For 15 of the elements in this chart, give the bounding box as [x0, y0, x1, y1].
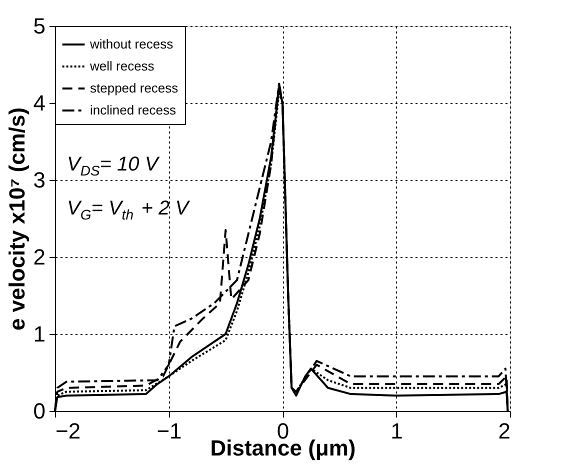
legend-label: well recess	[89, 58, 155, 74]
y-tick-label: 5	[33, 14, 46, 38]
y-tick-label: 4	[33, 90, 46, 116]
y-tick-label: 2	[33, 244, 46, 270]
y-axis-title: e velocity x10⁷ (cm/s)	[4, 107, 30, 331]
x-tick-label: −2	[56, 418, 81, 444]
x-tick-label: 2	[498, 418, 510, 444]
y-tick-label: 3	[33, 168, 46, 192]
y-tick-label: 0	[33, 398, 46, 424]
legend-label: stepped recess	[90, 80, 179, 96]
legend-label: without recess	[89, 36, 174, 52]
y-tick-label: 1	[33, 322, 46, 346]
x-tick-label: 1	[390, 418, 403, 444]
x-tick-label: −1	[156, 418, 182, 444]
legend-label: inclined recess	[90, 102, 176, 118]
